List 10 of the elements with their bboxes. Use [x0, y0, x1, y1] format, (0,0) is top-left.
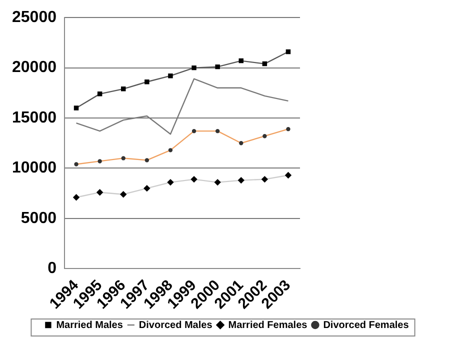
y-tick-label: 15000: [12, 109, 57, 126]
legend-label: Divorced Males: [138, 320, 213, 331]
legend-label: Married Females: [228, 320, 308, 331]
y-tick-label: 0: [48, 260, 57, 278]
legend-label: Married Males: [56, 320, 124, 331]
legend-label: Divorced Females: [323, 320, 410, 331]
y-tick-label: 5000: [20, 210, 57, 227]
y-tick-label: 25000: [12, 9, 57, 26]
y-tick-label: 20000: [12, 59, 57, 76]
y-tick-label: 10000: [12, 160, 57, 177]
